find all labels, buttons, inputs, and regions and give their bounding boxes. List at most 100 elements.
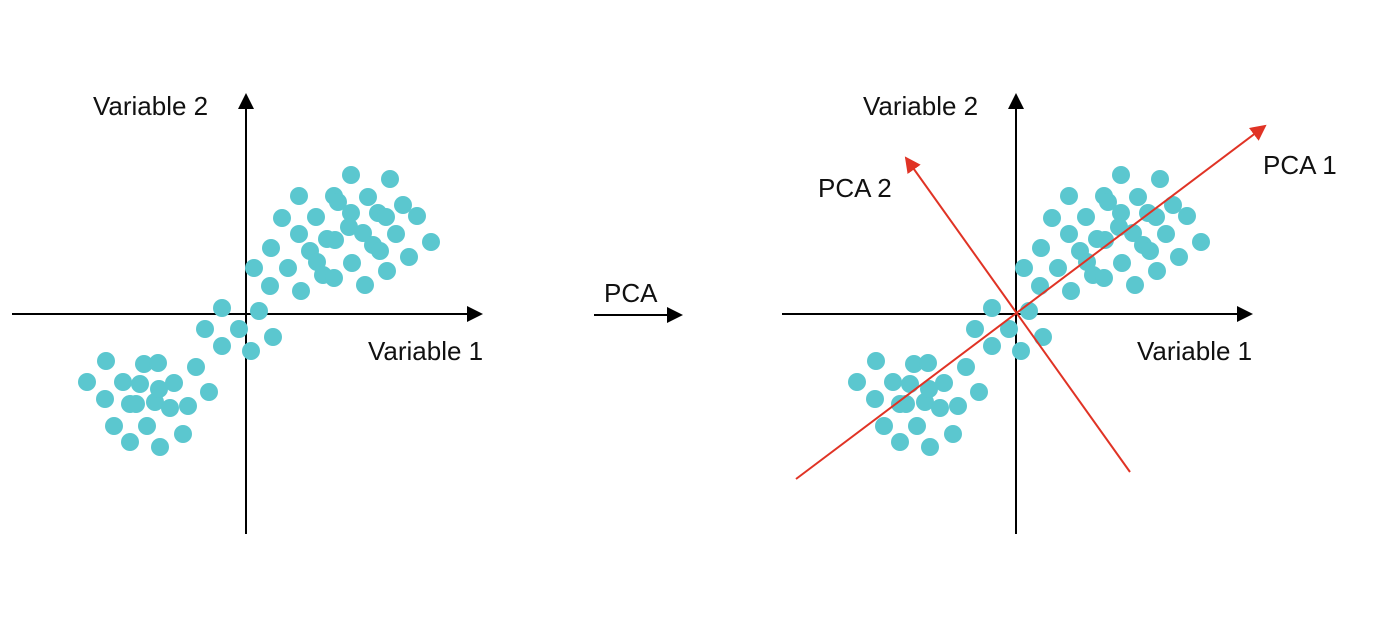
right-data-point: [866, 390, 884, 408]
right-data-point: [1164, 196, 1182, 214]
right-data-point: [921, 438, 939, 456]
left-data-point: [114, 373, 132, 391]
left-data-point: [273, 209, 291, 227]
right-data-point: [1015, 259, 1033, 277]
left-data-point: [262, 239, 280, 257]
right-data-point: [1126, 276, 1144, 294]
right-data-point: [1148, 262, 1166, 280]
right-data-point: [983, 299, 1001, 317]
left-data-point: [342, 204, 360, 222]
right-data-point: [1112, 166, 1130, 184]
right-data-point: [1060, 225, 1078, 243]
right-data-point: [1012, 342, 1030, 360]
left-data-point: [230, 320, 248, 338]
right-data-point: [966, 320, 984, 338]
right-data-point: [1170, 248, 1188, 266]
pca-transition-label: PCA: [604, 278, 658, 308]
right-data-point: [1192, 233, 1210, 251]
left-data-point: [187, 358, 205, 376]
left-data-points: [78, 166, 440, 456]
left-data-point: [213, 337, 231, 355]
right-data-point: [1178, 207, 1196, 225]
right-data-point: [931, 399, 949, 417]
left-y-axis-label: Variable 2: [93, 91, 208, 121]
right-data-point: [1031, 277, 1049, 295]
right-data-point: [908, 417, 926, 435]
right-data-point: [875, 417, 893, 435]
left-data-point: [150, 380, 168, 398]
left-data-point: [326, 231, 344, 249]
left-data-point: [196, 320, 214, 338]
left-data-point: [200, 383, 218, 401]
right-data-point: [891, 433, 909, 451]
right-data-point: [949, 397, 967, 415]
right-data-point: [848, 373, 866, 391]
left-data-point: [78, 373, 96, 391]
left-data-point: [356, 276, 374, 294]
left-data-point: [290, 187, 308, 205]
pca-transition: PCA: [594, 278, 683, 323]
right-data-point: [1157, 225, 1175, 243]
pca2-label: PCA 2: [818, 173, 892, 203]
right-data-point: [919, 354, 937, 372]
left-data-point: [400, 248, 418, 266]
right-data-point: [1129, 188, 1147, 206]
right-x-axis-label: Variable 1: [1137, 336, 1252, 366]
right-data-point: [1095, 269, 1113, 287]
left-data-point: [264, 328, 282, 346]
left-data-point: [96, 390, 114, 408]
pca1-axis: [795, 124, 1267, 480]
right-data-point: [1049, 259, 1067, 277]
left-data-point: [151, 438, 169, 456]
left-data-point: [161, 399, 179, 417]
right-data-point: [920, 380, 938, 398]
left-scatter-panel: Variable 2 Variable 1: [12, 91, 483, 534]
left-x-axis-label: Variable 1: [368, 336, 483, 366]
left-data-point: [245, 259, 263, 277]
left-data-point: [261, 277, 279, 295]
right-scatter-panel: Variable 2 Variable 1 PCA 1 PCA 2: [782, 91, 1337, 534]
left-data-point: [377, 208, 395, 226]
left-data-point: [422, 233, 440, 251]
left-data-point: [371, 242, 389, 260]
left-data-point: [307, 208, 325, 226]
left-data-point: [149, 354, 167, 372]
right-data-point: [1000, 320, 1018, 338]
right-data-point: [1141, 242, 1159, 260]
left-data-point: [292, 282, 310, 300]
left-data-point: [290, 225, 308, 243]
left-data-point: [354, 224, 372, 242]
right-data-point: [1096, 231, 1114, 249]
right-data-point: [1099, 193, 1117, 211]
right-data-point: [901, 375, 919, 393]
right-data-point: [1077, 208, 1095, 226]
left-data-point: [359, 188, 377, 206]
right-data-point: [983, 337, 1001, 355]
left-data-point: [387, 225, 405, 243]
left-data-point: [127, 395, 145, 413]
left-data-point: [325, 269, 343, 287]
pca1-label: PCA 1: [1263, 150, 1337, 180]
left-data-point: [138, 417, 156, 435]
left-data-point: [174, 425, 192, 443]
right-data-point: [905, 355, 923, 373]
left-data-point: [381, 170, 399, 188]
right-data-point: [970, 383, 988, 401]
right-data-point: [935, 374, 953, 392]
left-data-point: [408, 207, 426, 225]
right-data-point: [897, 395, 915, 413]
right-data-point: [1034, 328, 1052, 346]
left-data-point: [342, 166, 360, 184]
left-data-point: [97, 352, 115, 370]
left-data-point: [378, 262, 396, 280]
left-data-point: [343, 254, 361, 272]
left-data-point: [394, 196, 412, 214]
right-data-point: [884, 373, 902, 391]
left-data-point: [179, 397, 197, 415]
pca2-axis: [904, 156, 1131, 473]
left-data-point: [279, 259, 297, 277]
left-data-point: [242, 342, 260, 360]
right-data-point: [1043, 209, 1061, 227]
left-data-point: [121, 433, 139, 451]
